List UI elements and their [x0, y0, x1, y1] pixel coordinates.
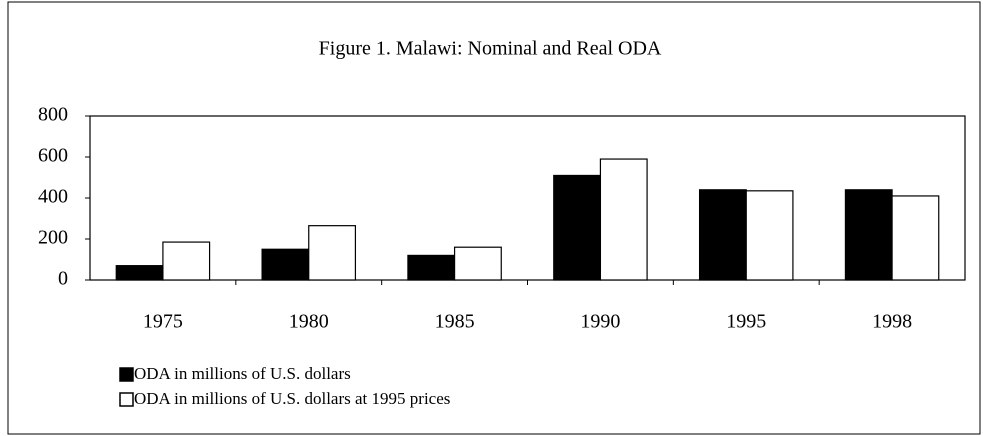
bar [115, 265, 164, 281]
x-tick-label: 1975 [143, 311, 183, 333]
y-tick-label: 0 [58, 268, 68, 290]
y-tick-label: 400 [38, 186, 68, 208]
legend-label: ODA in millions of U.S. dollars at 1995 … [134, 389, 450, 408]
x-tick-label: 1998 [872, 311, 912, 333]
bar [407, 254, 456, 281]
bar [553, 174, 602, 281]
bar [308, 225, 357, 281]
x-tick-label: 1980 [289, 311, 329, 333]
legend-label: ODA in millions of U.S. dollars [134, 364, 351, 383]
bar [599, 158, 648, 281]
bar [745, 190, 794, 281]
bar [261, 248, 310, 281]
x-tick-label: 1995 [726, 311, 766, 333]
bar [844, 189, 893, 281]
bar [162, 241, 211, 281]
y-tick-label: 600 [38, 145, 68, 167]
frame [7, 1, 981, 435]
bar [698, 189, 747, 281]
plot-area [89, 115, 966, 281]
y-tick-label: 200 [38, 227, 68, 249]
bar [891, 195, 940, 281]
y-tick-label: 800 [38, 104, 68, 126]
x-tick-label: 1990 [580, 311, 620, 333]
legend-swatch [119, 392, 134, 407]
bar [453, 246, 502, 281]
chart-title: Figure 1. Malawi: Nominal and Real ODA [319, 38, 662, 60]
x-tick-label: 1985 [435, 311, 475, 333]
legend-swatch [119, 367, 134, 382]
